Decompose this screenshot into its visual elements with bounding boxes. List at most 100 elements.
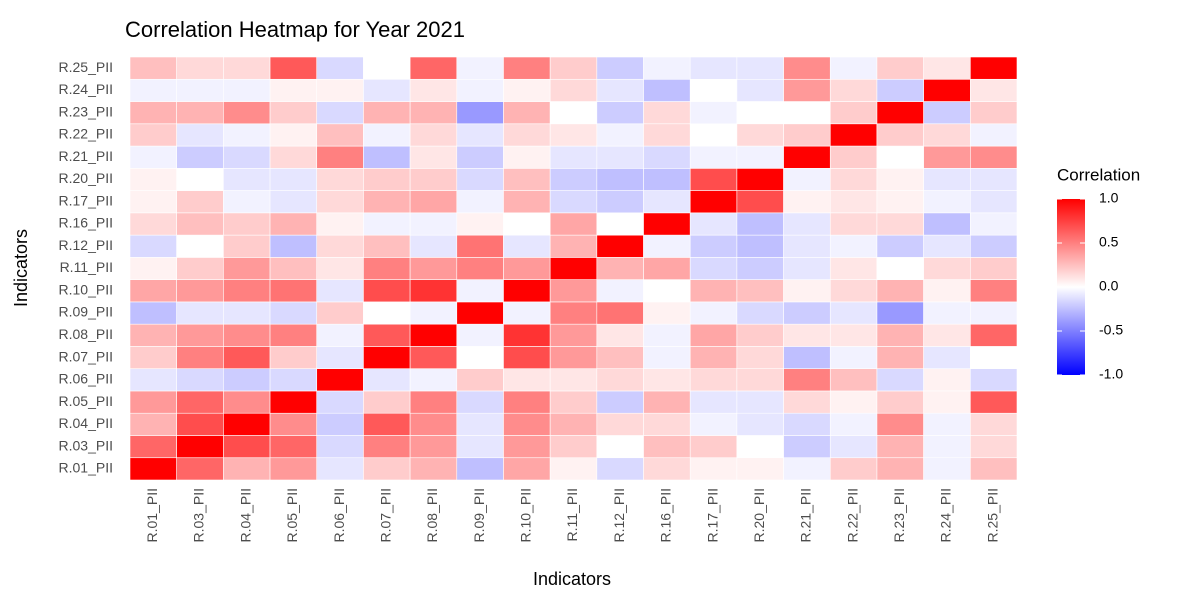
heatmap-cell [269,323,318,347]
heatmap-cell [736,145,784,169]
heatmap-cell [363,123,411,147]
heatmap-cell [409,123,458,147]
heatmap-cell [409,323,458,347]
heatmap-cell [643,257,691,280]
heatmap-cell [643,323,691,347]
heatmap-cell [876,457,924,481]
heatmap-cell [409,212,458,236]
heatmap-cell [689,346,738,369]
heatmap-cell [829,435,878,459]
heatmap-cell [176,212,224,236]
y-tick-label: R.09_PII [59,304,113,320]
heatmap-cell [129,412,177,436]
heatmap-cell [456,435,504,459]
heatmap-cell [596,457,644,481]
heatmap-cell [783,101,831,125]
heatmap-cell [596,301,644,325]
heatmap-cell [923,78,971,102]
x-tick-label: R.05_PII [284,488,300,542]
heatmap-cell [129,123,177,147]
heatmap-cell [876,368,924,392]
x-tick-label: R.07_PII [377,488,393,542]
heatmap-cell [643,212,691,236]
heatmap-cell [316,234,364,258]
heatmap-cell [783,123,831,147]
heatmap-cell [596,435,644,459]
heatmap-cell [363,101,411,125]
heatmap-cell [223,212,271,236]
heatmap-cell [549,78,598,102]
heatmap-cell [689,368,738,392]
heatmap-cell [736,412,784,436]
heatmap-cell [689,390,738,414]
heatmap-cell [549,457,598,481]
heatmap-cell [876,123,924,147]
heatmap-cell [923,301,971,325]
heatmap-cell [503,390,551,414]
heatmap-cell [503,212,551,236]
heatmap-cell [643,368,691,392]
heatmap-cell [549,257,598,280]
heatmap-cell [503,368,551,392]
heatmap-cell [269,457,318,481]
heatmap-cell [409,435,458,459]
heatmap-cell [223,435,271,459]
heatmap-cell [176,279,224,303]
heatmap-cell [549,435,598,459]
heatmap-cell [736,101,784,125]
heatmap-cell [970,145,1018,169]
colorbar-tick-label: 0.0 [1099,278,1119,294]
y-tick-label: R.11_PII [60,259,113,275]
colorbar-tick-label: 0.5 [1099,234,1119,250]
y-tick-label: R.06_PII [59,371,113,387]
heatmap-cell [129,346,177,369]
heatmap-cell [129,279,177,303]
heatmap-cell [829,390,878,414]
heatmap-cell [596,190,644,214]
heatmap-cell [363,368,411,392]
heatmap-cell [129,323,177,347]
heatmap-cell [643,457,691,481]
heatmap-cell [829,56,878,80]
x-tick-label: R.10_PII [518,488,534,542]
heatmap-cell [269,145,318,169]
heatmap-cell [783,212,831,236]
heatmap-cell [689,323,738,347]
heatmap-cell [829,301,878,325]
heatmap-cell [176,412,224,436]
x-tick-label: R.24_PII [938,488,954,542]
heatmap-cell [970,412,1018,436]
heatmap-cell [783,457,831,481]
heatmap-cell [176,368,224,392]
heatmap-cell [549,145,598,169]
heatmap-cell [129,368,177,392]
heatmap-cell [689,145,738,169]
heatmap-cell [176,145,224,169]
heatmap-cell [783,368,831,392]
heatmap-cell [829,412,878,436]
heatmap-cell [970,101,1018,125]
heatmap-cell [549,301,598,325]
heatmap-cell [176,168,224,191]
heatmap-cell [409,56,458,80]
x-tick-label: R.06_PII [331,488,347,542]
heatmap-cell [503,168,551,191]
heatmap-cell [829,190,878,214]
heatmap-cell [409,368,458,392]
y-tick-label: R.16_PII [59,215,113,231]
heatmap-cell [970,190,1018,214]
heatmap-cell [409,346,458,369]
heatmap-cell [596,257,644,280]
heatmap-cell [456,412,504,436]
heatmap-cell [269,123,318,147]
heatmap-cell [269,301,318,325]
heatmap-cell [783,168,831,191]
heatmap-cell [316,435,364,459]
heatmap-cell [503,145,551,169]
heatmap-cell [363,190,411,214]
heatmap-cell [269,435,318,459]
heatmap-cell [316,390,364,414]
heatmap-cell [223,346,271,369]
x-tick-label: R.12_PII [611,488,627,542]
x-tick-label: R.03_PII [191,488,207,542]
